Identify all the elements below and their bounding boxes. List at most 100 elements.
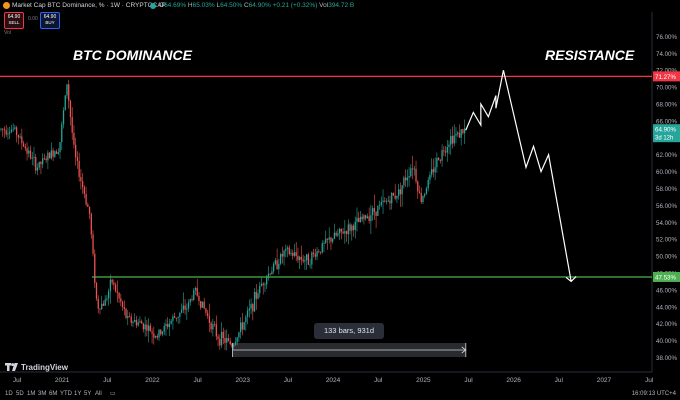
candle-body-down <box>99 308 101 310</box>
legend-row: Market Cap BTC Dominance, % · 1W · CRYPT… <box>0 0 680 12</box>
candle-body-down <box>21 136 23 144</box>
ohlc-low: 64.50% <box>220 2 243 9</box>
candle-body-up <box>325 238 327 243</box>
candle-body-down <box>69 100 72 117</box>
x-tick-label: Jul <box>464 377 473 384</box>
candle-body-up <box>278 263 280 270</box>
candle-body-up <box>238 332 240 338</box>
y-tick-label: 38.00% <box>656 355 677 362</box>
candle-body-up <box>108 291 110 299</box>
candle-body-up <box>328 237 330 240</box>
candle-body-up <box>139 321 141 323</box>
timeframe-all[interactable]: All <box>95 391 102 397</box>
candle-body-down <box>262 283 264 286</box>
candle-body-up <box>9 132 11 134</box>
x-tick-label: Jul <box>284 377 293 384</box>
date-range-icon[interactable]: ▭ <box>110 391 116 397</box>
candle-body-up <box>391 192 393 204</box>
y-tick-label: 58.00% <box>656 186 677 193</box>
candle-body-down <box>375 211 377 216</box>
x-tick-label: 2021 <box>55 377 70 384</box>
x-tick-label: 2022 <box>145 377 160 384</box>
candle-body-down <box>389 200 391 204</box>
candle-body-up <box>158 329 160 338</box>
candle-body-down <box>45 158 47 161</box>
y-tick-label: 42.00% <box>656 321 677 328</box>
sell-button[interactable]: 64.90 SELL <box>4 12 24 29</box>
candle-body-down <box>78 160 80 177</box>
candle-body-up <box>385 200 388 202</box>
candle-body-down <box>217 336 219 339</box>
ohlc-low-label: L <box>216 2 221 9</box>
candle-body-up <box>431 169 433 175</box>
candle-body-down <box>222 331 224 338</box>
candle-body-down <box>167 324 169 328</box>
x-tick-label: Jul <box>374 377 383 384</box>
candle-body-up <box>61 124 63 143</box>
y-tick-label: 60.00% <box>656 169 677 176</box>
timeframe-1y[interactable]: 1Y <box>74 391 82 397</box>
candle-body-down <box>43 158 46 160</box>
candle-body-down <box>200 301 202 308</box>
candle-body-up <box>271 271 273 275</box>
candle-body-up <box>259 285 261 294</box>
timeframe-1d[interactable]: 1D <box>5 391 13 397</box>
buy-button[interactable]: 64.90 BUY <box>40 12 60 29</box>
tradingview-logo[interactable]: TradingView <box>5 362 68 372</box>
candle-body-down <box>314 253 316 257</box>
candle-body-down <box>462 129 464 134</box>
ohlc-close-label: C <box>243 2 249 9</box>
candle-body-down <box>114 284 117 292</box>
y-tick-label: 66.00% <box>656 118 677 125</box>
support-price-label: 47.53% <box>655 274 676 281</box>
candle-body-up <box>434 167 436 173</box>
candle-body-down <box>399 189 402 195</box>
timeframe-5y[interactable]: 5Y <box>84 391 92 397</box>
candle-body-down <box>73 132 75 145</box>
timeframe-ytd[interactable]: YTD <box>60 391 72 397</box>
candle-body-down <box>443 150 445 152</box>
candle-body-up <box>299 256 301 261</box>
candle-body-down <box>335 232 337 236</box>
candle-body-down <box>40 161 42 165</box>
timeframe-6m[interactable]: 6M <box>49 391 58 397</box>
timeframe-1m[interactable]: 1M <box>27 391 36 397</box>
candle-body-up <box>338 228 341 234</box>
bar-countdown-label: 3d 12h <box>655 136 673 142</box>
candle-body-up <box>293 252 296 256</box>
candle-body-down <box>135 320 138 326</box>
candle-body-down <box>35 157 37 171</box>
candle-body-down <box>102 303 105 306</box>
candle-body-down <box>26 148 28 154</box>
candle-body-up <box>250 304 252 309</box>
candle-body-down <box>451 135 454 144</box>
x-tick-label: 2027 <box>597 377 612 384</box>
candle-body-up <box>168 323 171 328</box>
candle-body-down <box>215 324 217 337</box>
candle-body-down <box>68 84 70 101</box>
candle-body-up <box>59 142 61 153</box>
candle-body-up <box>347 224 349 235</box>
timeframe-5d[interactable]: 5D <box>16 391 24 397</box>
candle-body-down <box>5 130 7 135</box>
candle-body-up <box>7 133 9 135</box>
candle-body-up <box>109 279 112 292</box>
volume-indicator-toggle[interactable]: Vol <box>4 30 11 36</box>
candle-body-down <box>130 316 132 323</box>
candle-body-down <box>141 321 143 324</box>
candle-body-up <box>333 232 336 239</box>
candle-body-down <box>151 331 153 334</box>
candle-body-up <box>457 132 459 134</box>
timeframe-3m[interactable]: 3M <box>38 391 47 397</box>
x-tick-label: 2024 <box>326 377 341 384</box>
x-tick-label: Jul <box>103 377 112 384</box>
candle-body-up <box>332 238 334 242</box>
candle-body-down <box>111 279 113 283</box>
candle-body-up <box>304 260 306 262</box>
symbol-title[interactable]: Market Cap BTC Dominance, % · 1W · CRYPT… <box>12 2 166 9</box>
candle-body-down <box>420 193 422 203</box>
candle-body-down <box>116 291 118 293</box>
candle-body-up <box>371 208 374 216</box>
candle-body-down <box>361 216 363 220</box>
